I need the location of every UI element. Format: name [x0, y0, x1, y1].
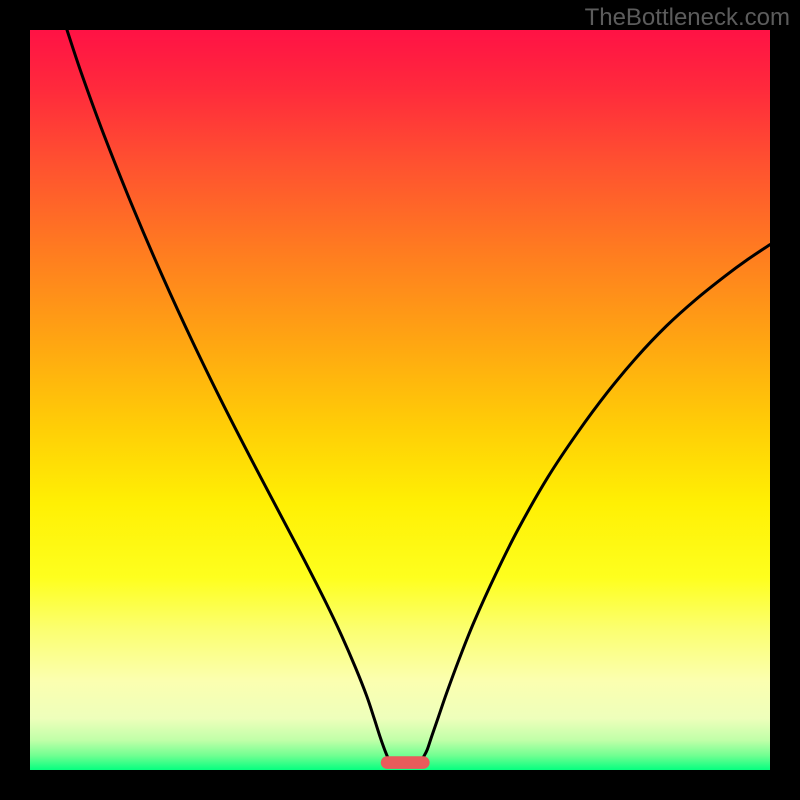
outer-frame: TheBottleneck.com — [0, 0, 800, 800]
chart-svg — [30, 30, 770, 770]
gradient-background — [30, 30, 770, 770]
bottom-pill-marker — [381, 756, 430, 769]
watermark-text: TheBottleneck.com — [585, 4, 790, 32]
plot-area — [30, 30, 770, 770]
